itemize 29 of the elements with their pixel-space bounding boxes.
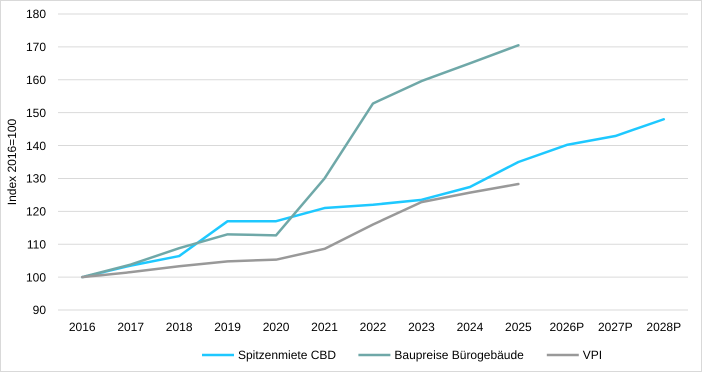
y-axis-title: Index 2016=100 xyxy=(5,118,19,206)
legend-label: Baupreise Bürogebäude xyxy=(394,348,524,362)
x-tick-label: 2021 xyxy=(311,320,338,334)
y-tick-label: 110 xyxy=(26,237,46,252)
y-tick-label: 120 xyxy=(26,204,46,219)
x-tick-label: 2024 xyxy=(456,320,484,334)
line-series xyxy=(80,182,520,278)
x-tick-label: 2016 xyxy=(68,320,96,334)
y-tick-label: 100 xyxy=(26,270,46,284)
legend-label: VPI xyxy=(582,348,602,362)
x-tick-label: 2028P xyxy=(646,320,682,334)
y-tick-label: 170 xyxy=(26,40,46,54)
x-tick-label: 2018 xyxy=(166,320,193,334)
legend-label: Spitzenmiete CBD xyxy=(238,348,336,362)
x-tick-label: 2026P xyxy=(549,320,584,334)
x-tick-label: 2023 xyxy=(408,320,436,334)
y-tick-label: 140 xyxy=(26,138,46,153)
x-tick-label: 2027P xyxy=(598,320,633,334)
x-tick-label: 2022 xyxy=(360,320,387,334)
y-tick-label: 150 xyxy=(26,106,46,120)
x-tick-label: 2019 xyxy=(214,320,242,334)
line-series xyxy=(80,44,520,278)
y-tick-label: 90 xyxy=(32,303,46,318)
x-tick-label: 2017 xyxy=(117,320,144,334)
y-tick-label: 130 xyxy=(26,172,46,186)
x-tick-label: 2020 xyxy=(262,320,290,334)
x-tick-label: 2025 xyxy=(505,320,532,334)
y-tick-label: 160 xyxy=(26,72,46,87)
y-tick-label: 180 xyxy=(26,7,46,22)
